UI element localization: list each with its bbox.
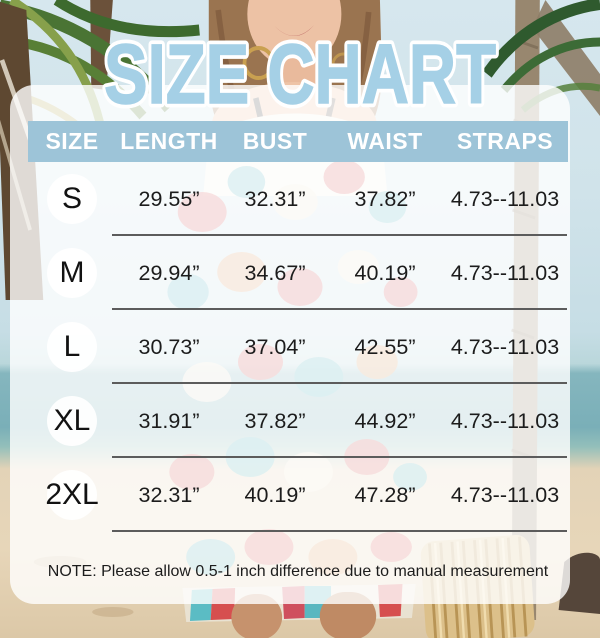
size-label: M: [59, 256, 85, 289]
bust-value: 40.19”: [244, 482, 306, 507]
size-chart-panel: SIZE LENGTH BUST WAIST STRAPS S 29.55” 3…: [10, 85, 570, 604]
model-face: [247, 0, 342, 68]
bust-value: 37.04”: [244, 334, 306, 359]
waist-value: 37.82”: [354, 186, 416, 211]
waist-value: 47.28”: [354, 482, 416, 507]
table-row-m: M 29.94” 34.67” 40.19” 4.73--11.03: [28, 236, 568, 310]
column-header-size: SIZE: [45, 128, 99, 154]
table-header-row: SIZE LENGTH BUST WAIST STRAPS: [28, 121, 568, 162]
length-value: 30.73”: [138, 334, 200, 359]
bust-value: 32.31”: [244, 186, 306, 211]
row-divider: [112, 456, 567, 458]
waist-value: 44.92”: [354, 408, 416, 433]
waist-value: 42.55”: [354, 334, 416, 359]
table-row-xl: XL 31.91” 37.82” 44.92” 4.73--11.03: [28, 384, 568, 458]
hoop-earring-right: [331, 52, 356, 78]
bust-value: 37.82”: [244, 408, 306, 433]
straps-value: 4.73--11.03: [450, 334, 560, 359]
size-cell: S: [28, 174, 116, 224]
model-lips: [274, 25, 315, 36]
column-header-straps: STRAPS: [456, 128, 554, 154]
bust-value: 34.67”: [244, 260, 306, 285]
straps-value: 4.73--11.03: [450, 482, 560, 507]
table-row-l: L 30.73” 37.04” 42.55” 4.73--11.03: [28, 310, 568, 384]
table-row-s: S 29.55” 32.31” 37.82” 4.73--11.03: [28, 162, 568, 236]
column-header-waist: WAIST: [347, 128, 423, 154]
row-divider: [112, 382, 567, 384]
size-circle: XL: [47, 396, 97, 446]
size-circle: 2XL: [45, 470, 99, 520]
straps-value: 4.73--11.03: [450, 186, 560, 211]
length-value: 31.91”: [138, 408, 200, 433]
size-cell: 2XL: [28, 470, 116, 520]
table-row-2xl: 2XL 32.31” 40.19” 47.28” 4.73--11.03: [28, 458, 568, 532]
size-label: XL: [53, 404, 91, 437]
straps-value: 4.73--11.03: [450, 408, 560, 433]
page-title-text: SIZE CHART: [104, 30, 496, 114]
length-value: 29.94”: [138, 260, 200, 285]
size-circle: M: [47, 248, 97, 298]
row-divider: [112, 234, 567, 236]
size-label: S: [61, 182, 82, 215]
table-body: S 29.55” 32.31” 37.82” 4.73--11.03 M 29.…: [28, 162, 568, 532]
row-divider: [112, 308, 567, 310]
size-circle: S: [47, 174, 97, 224]
row-divider: [112, 530, 567, 532]
column-header-bust: BUST: [242, 128, 308, 154]
size-cell: M: [28, 248, 116, 298]
size-circle: L: [47, 322, 97, 372]
waist-value: 40.19”: [354, 260, 416, 285]
page-title-outline: SIZE CHART: [104, 30, 496, 114]
column-header-length: LENGTH: [120, 128, 218, 154]
length-value: 32.31”: [138, 482, 200, 507]
measurement-note: NOTE: Please allow 0.5-1 inch difference…: [47, 563, 549, 580]
page-title: SIZE CHART SIZE CHART: [100, 30, 501, 114]
size-label: L: [63, 330, 81, 363]
size-cell: XL: [28, 396, 116, 446]
size-cell: L: [28, 322, 116, 372]
straps-value: 4.73--11.03: [450, 260, 560, 285]
length-value: 29.55”: [138, 186, 200, 211]
size-label: 2XL: [45, 478, 99, 511]
